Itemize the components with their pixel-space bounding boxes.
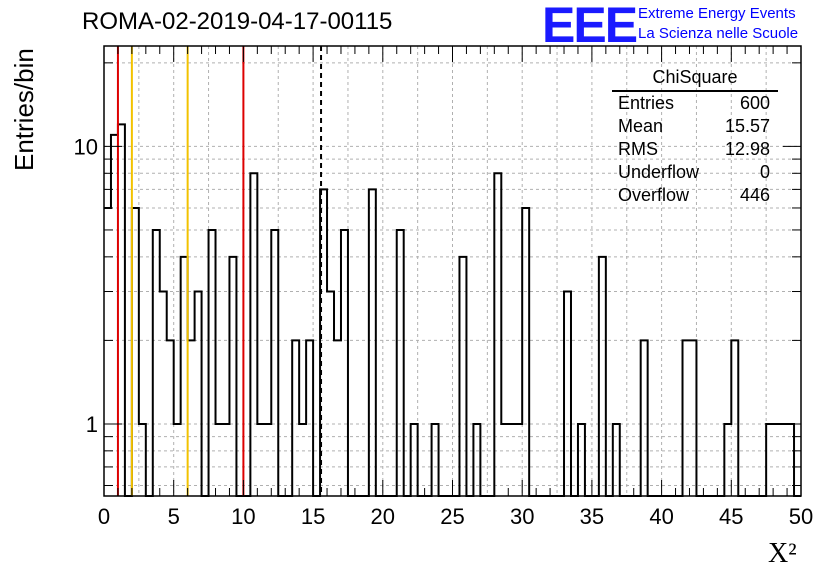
stats-box-title: ChiSquare (612, 66, 778, 92)
x-tick-label: 45 (719, 504, 743, 529)
x-tick-label: 10 (231, 504, 255, 529)
histogram-bin (327, 292, 334, 496)
histogram-bin (209, 230, 216, 496)
logo-caption: Extreme Energy Events La Scienza nelle S… (638, 4, 798, 44)
stats-value: 0 (759, 162, 770, 182)
histogram-bin (306, 340, 313, 496)
histogram-bin (522, 208, 529, 496)
histogram-bin (766, 424, 773, 496)
stats-value: 15.57 (724, 116, 770, 136)
x-tick-label: 50 (789, 504, 813, 529)
histogram-bin (473, 424, 480, 496)
logo-caption-line2: La Scienza nelle Scuole (638, 25, 799, 42)
histogram-bin (432, 424, 439, 496)
histogram-bin (578, 424, 585, 496)
stats-row-overflow: Overflow 446 (612, 184, 778, 207)
chart-title: ROMA-02-2019-04-17-00115 (82, 8, 393, 35)
eee-logo: EEE (542, 0, 638, 53)
histogram-bin (397, 230, 404, 496)
histogram-bin (222, 424, 229, 496)
y-tick-label: 10 (74, 134, 98, 159)
histogram-bin (411, 424, 418, 496)
stats-label: Mean (618, 116, 664, 136)
x-tick-label: 5 (168, 504, 180, 529)
stats-label: Entries (618, 93, 675, 113)
histogram-bin (369, 189, 376, 496)
stats-row-entries: Entries 600 (612, 92, 778, 115)
histogram-bin (773, 424, 780, 496)
x-tick-label: 15 (301, 504, 325, 529)
histogram-bin (118, 124, 125, 496)
x-tick-label: 30 (510, 504, 534, 529)
histogram-bin (139, 424, 146, 496)
histogram-bin (181, 257, 188, 496)
histogram-bin (599, 257, 606, 496)
x-tick-label: 20 (371, 504, 395, 529)
histogram-bin (613, 424, 620, 496)
y-tick-label: 1 (86, 412, 98, 437)
histogram-bin (153, 230, 160, 496)
histogram-bin (167, 340, 174, 496)
histogram-bin (334, 340, 341, 496)
x-tick-label: 35 (580, 504, 604, 529)
histogram-bin (229, 257, 236, 496)
histogram-bin (195, 292, 202, 496)
stats-value: 12.98 (724, 139, 770, 159)
histogram-bin (731, 340, 738, 496)
histogram-bin (459, 257, 466, 496)
stats-value: 446 (739, 185, 770, 205)
x-tick-label: 40 (649, 504, 673, 529)
x-tick-label: 25 (440, 504, 464, 529)
histogram-bin (780, 424, 787, 496)
logo-caption-line1: Extreme Energy Events (638, 5, 796, 22)
x-axis-label: X² (768, 538, 797, 569)
histogram-bin (264, 424, 271, 496)
stats-label: Underflow (618, 162, 700, 182)
histogram-bin (160, 292, 167, 496)
histogram-bin (188, 340, 195, 496)
histogram-bin (257, 424, 264, 496)
stats-row-mean: Mean 15.57 (612, 115, 778, 138)
histogram-bin (132, 208, 139, 496)
histogram-bin (564, 292, 571, 496)
x-tick-label: 0 (98, 504, 110, 529)
histogram-bin (216, 424, 223, 496)
histogram-bin (689, 340, 696, 496)
histogram-bin (641, 340, 648, 496)
histogram-bin (104, 208, 111, 496)
histogram-bin (501, 424, 508, 496)
y-axis-label: Entries/bin (9, 48, 39, 171)
histogram-bin (508, 424, 515, 496)
histogram-bin (299, 424, 306, 496)
histogram-bin (494, 173, 501, 496)
histogram-bin (341, 230, 348, 496)
stats-box: ChiSquare Entries 600 Mean 15.57 RMS 12.… (612, 66, 778, 207)
histogram-bin (271, 230, 278, 496)
stats-row-underflow: Underflow 0 (612, 161, 778, 184)
histogram-bin (292, 340, 299, 496)
stats-label: Overflow (618, 185, 690, 205)
histogram-bin (683, 340, 690, 496)
histogram-bin (174, 424, 181, 496)
stats-value: 600 (739, 93, 770, 113)
histogram-bin (515, 424, 522, 496)
histogram-bin (724, 424, 731, 496)
histogram-bin (250, 173, 257, 496)
stats-label: RMS (618, 139, 658, 159)
stats-row-rms: RMS 12.98 (612, 138, 778, 161)
